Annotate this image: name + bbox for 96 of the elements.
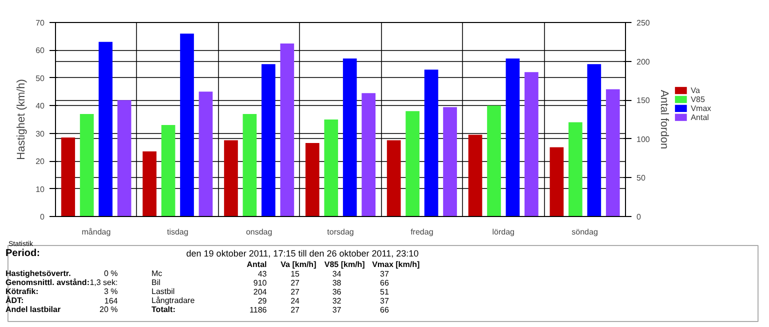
- text: 15: [290, 270, 300, 278]
- bar: [587, 64, 602, 216]
- bar: [406, 111, 420, 216]
- bar: [280, 43, 294, 216]
- y2-tick-label: 200: [636, 57, 650, 66]
- text: 51: [380, 288, 390, 296]
- text: Andel lastbilar: [5, 305, 61, 314]
- text: Period:: [5, 248, 40, 259]
- y-tick-label: 60: [36, 46, 46, 56]
- text: 66: [380, 306, 390, 314]
- text: Va [km/h]: [280, 260, 317, 269]
- text: 3 %: [104, 287, 118, 296]
- text: Totalt:: [152, 305, 176, 314]
- bar: [386, 140, 401, 216]
- x-tick-label: onsdag: [246, 228, 272, 236]
- text: 36: [332, 288, 342, 296]
- bar: [550, 147, 564, 216]
- text: Kötrafik:: [5, 287, 38, 296]
- bar: [487, 106, 501, 216]
- text: ÅDT:: [5, 295, 24, 305]
- text: Vmax [km/h]: [372, 260, 420, 269]
- x-tick-label: måndag: [82, 228, 111, 236]
- text: 37: [332, 306, 342, 314]
- text: 27: [290, 278, 300, 288]
- text: 66: [380, 278, 390, 288]
- x-tick-label: torsdag: [327, 228, 354, 236]
- text: 910: [253, 278, 268, 288]
- bar: [443, 107, 457, 216]
- bar: [224, 140, 238, 216]
- text: 27: [290, 306, 300, 314]
- bar: [117, 100, 132, 216]
- bar: [198, 92, 213, 216]
- bar: [342, 58, 357, 216]
- bar: [262, 64, 276, 216]
- text: Mc: [152, 269, 162, 278]
- bar: [142, 151, 156, 216]
- y-tick-label: 50: [36, 74, 46, 83]
- bar: [606, 89, 620, 216]
- text: Långtradare: [152, 296, 196, 305]
- x-tick-label: fredag: [410, 228, 434, 236]
- bar: [61, 138, 76, 216]
- bar: [468, 134, 482, 216]
- y2-tick-label: 0: [636, 212, 642, 222]
- bar: [524, 72, 538, 216]
- bar: [324, 120, 338, 216]
- bar: [305, 143, 320, 216]
- text: 204: [253, 288, 268, 296]
- text: 1186: [250, 306, 268, 314]
- text: V85 [km/h]: [324, 260, 366, 269]
- y2-tick-label: 50: [636, 174, 646, 183]
- text: 34: [332, 270, 342, 278]
- legend-label: Va: [690, 86, 700, 96]
- text: 0 %: [104, 269, 118, 278]
- text: 37: [380, 270, 390, 278]
- text: 164: [104, 296, 118, 306]
- text: 29: [258, 296, 268, 306]
- y-axis-title: Hastighet (km/h): [16, 79, 28, 160]
- text: den 19 oktober 2011, 17:15 till den 26 oktober 2011, 23:10: [186, 248, 419, 258]
- y-tick-label: 20: [36, 157, 46, 166]
- x-tick-label: lördag: [492, 228, 514, 236]
- x-tick-label: söndag: [572, 228, 598, 236]
- text: 1,3 sek:: [90, 278, 118, 287]
- text: Bil: [152, 278, 161, 287]
- text: 20 %: [100, 305, 118, 314]
- bar: [424, 70, 438, 216]
- legend-label: Vmax: [690, 104, 712, 113]
- text: Lastbil: [152, 287, 175, 296]
- y2-tick-label: 100: [636, 134, 650, 144]
- legend-label: V85: [690, 94, 706, 104]
- text: 38: [332, 278, 342, 288]
- text: 43: [258, 270, 268, 278]
- bar: [161, 125, 176, 216]
- y-tick-label: 30: [36, 129, 46, 138]
- x-tick-label: tisdag: [166, 228, 188, 236]
- legend-label: Antal: [690, 112, 710, 122]
- text: Antal: [246, 260, 267, 269]
- y-tick-label: 10: [36, 184, 46, 194]
- y-tick-label: 0: [40, 212, 46, 222]
- bar: [180, 34, 194, 216]
- y2-tick-label: 250: [636, 18, 650, 28]
- y-tick-label: 70: [36, 18, 46, 28]
- text: 27: [290, 288, 300, 296]
- bar: [242, 114, 257, 216]
- text: 24: [290, 296, 300, 306]
- y2-axis-title: Antal fordon: [658, 90, 670, 150]
- text: 32: [332, 296, 342, 306]
- y-tick-label: 40: [36, 102, 46, 111]
- bar: [568, 122, 582, 216]
- bar: [506, 58, 520, 216]
- text: Genomsnittl. avstånd:: [5, 278, 90, 287]
- text: Hastighetsövertr.: [5, 269, 71, 278]
- bar: [98, 42, 112, 216]
- bar: [362, 93, 376, 216]
- text: 37: [380, 296, 390, 306]
- y2-tick-label: 150: [636, 96, 650, 106]
- bar: [80, 114, 94, 216]
